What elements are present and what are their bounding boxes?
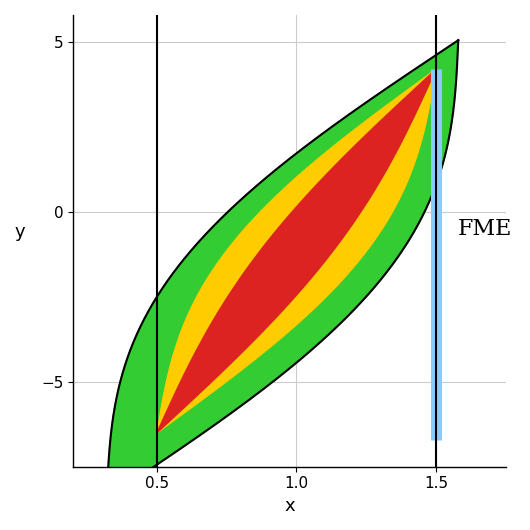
Polygon shape: [157, 69, 436, 433]
Text: FME: FME: [458, 218, 513, 240]
X-axis label: x: x: [284, 497, 295, 515]
Polygon shape: [107, 40, 458, 498]
Y-axis label: y: y: [15, 223, 25, 241]
Polygon shape: [157, 69, 436, 433]
